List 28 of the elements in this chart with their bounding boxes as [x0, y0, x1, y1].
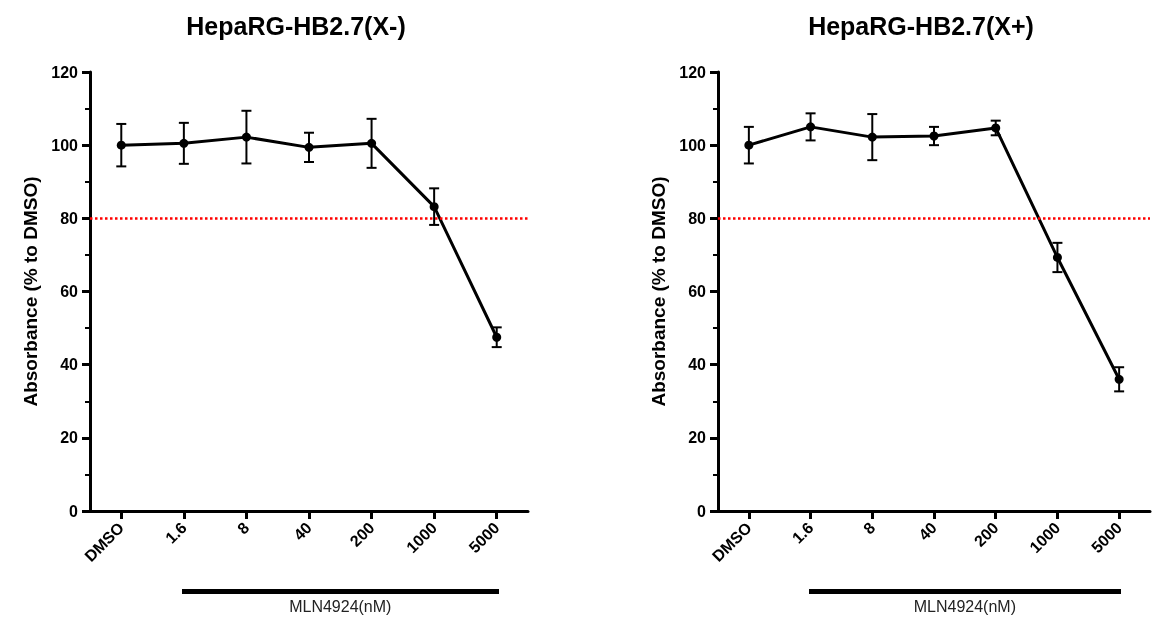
y-tick-label: 40	[60, 356, 79, 374]
y-tick-label: 60	[688, 283, 707, 300]
x-tick-label: 40	[915, 518, 941, 544]
x-tick-label: 8	[234, 518, 253, 538]
y-tick-label: 20	[60, 429, 79, 447]
y-axis-title: Absorbance (% to DMSO)	[648, 176, 670, 407]
x-tick-label: 1.6	[788, 518, 817, 547]
x-tick-label: 1.6	[162, 518, 190, 547]
chart-title: HepaRG-HB2.7(X+)	[808, 11, 1034, 40]
y-tick-label: 100	[51, 136, 79, 154]
y-tick-label: 80	[60, 209, 79, 227]
x-tick-label: 8	[859, 518, 879, 538]
x-tick-label: 200	[346, 518, 378, 550]
y-tick-label: 0	[69, 502, 79, 520]
y-tick-label: 80	[688, 209, 707, 227]
y-tick-label: 0	[697, 502, 707, 520]
x-tick-label: 200	[970, 518, 1002, 550]
y-tick-label: 100	[679, 136, 707, 154]
x-axis-title: MLN4924(nM)	[289, 597, 392, 615]
y-axis-title: Absorbance (% to DMSO)	[20, 176, 42, 407]
x-axis-title: MLN4924(nM)	[913, 597, 1016, 615]
y-tick-label: 60	[60, 283, 79, 300]
chart-title: HepaRG-HB2.7(X-)	[186, 11, 406, 40]
y-tick-label: 120	[679, 63, 707, 81]
y-tick-label: 20	[688, 429, 707, 447]
x-tick-label: 40	[290, 518, 316, 544]
y-tick-label: 120	[51, 63, 79, 81]
y-tick-label: 40	[688, 356, 707, 374]
